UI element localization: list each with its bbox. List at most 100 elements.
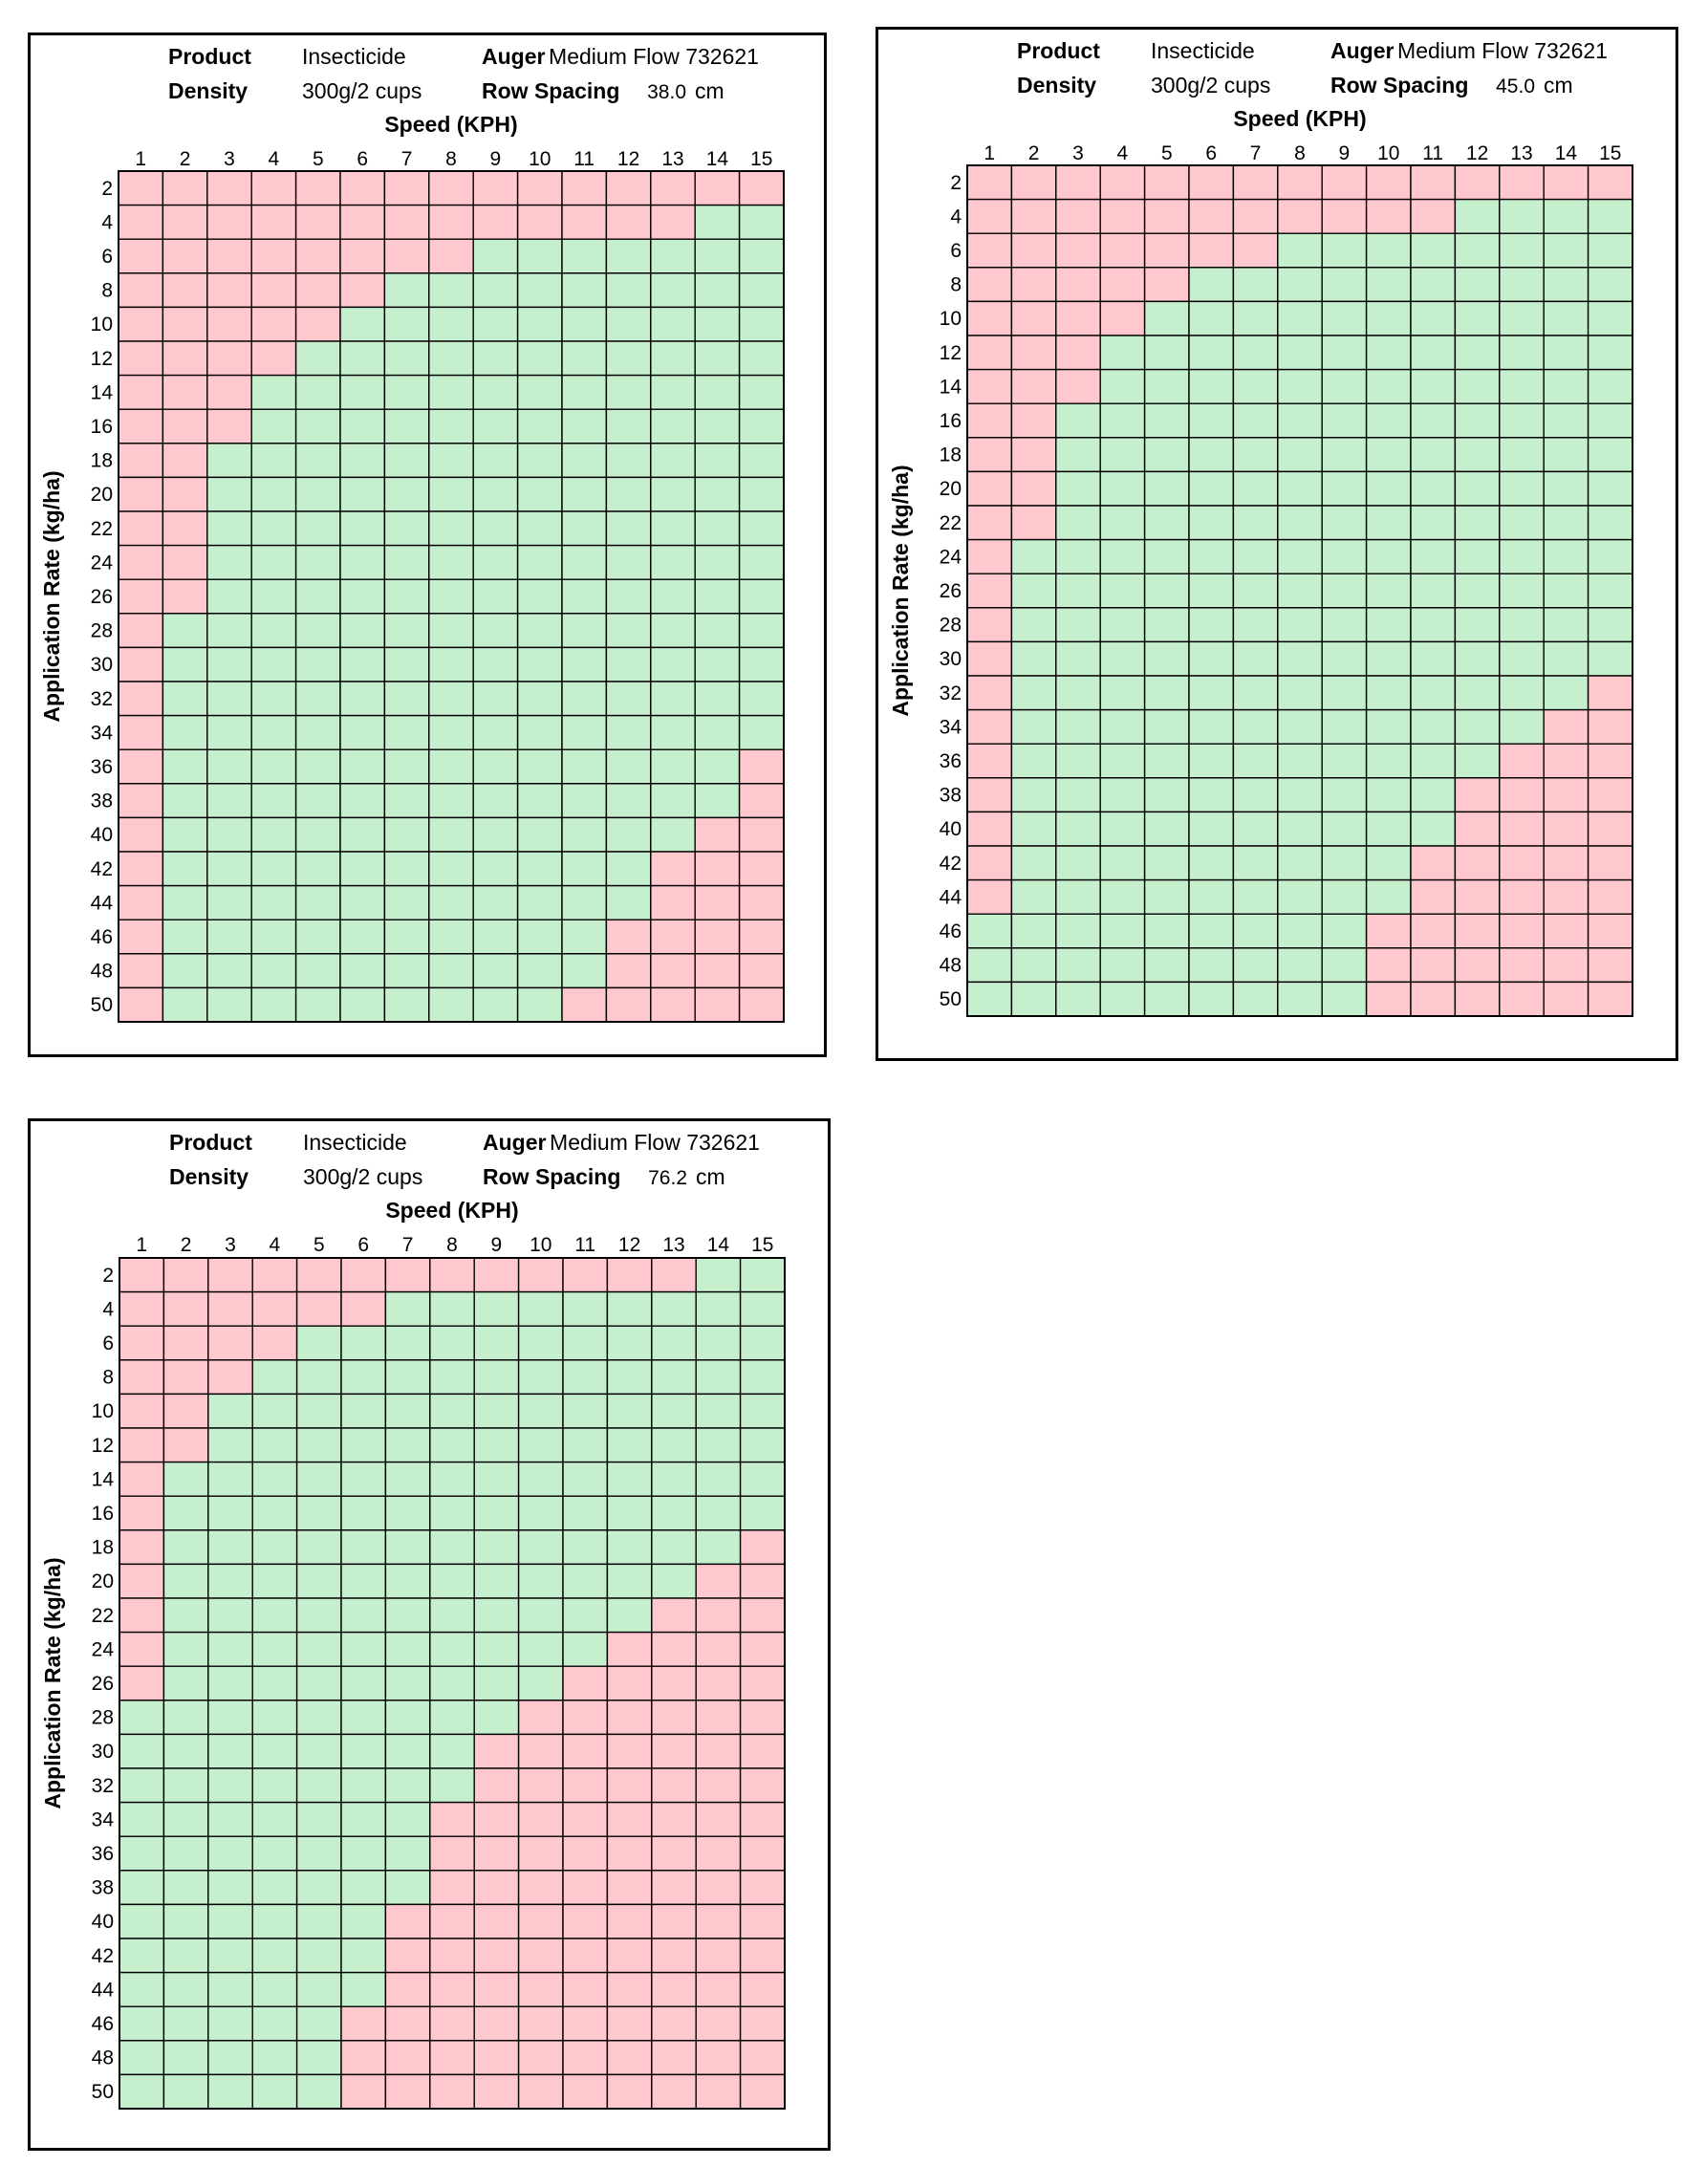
heatmap-cell-in-range — [517, 1563, 564, 1599]
heatmap-cell-in-range — [339, 919, 386, 955]
heatmap-cell-in-range — [561, 476, 608, 512]
y-tick-label: 16 — [91, 416, 113, 438]
heatmap-cell-out-of-range — [162, 306, 208, 342]
heatmap-cell-out-of-range — [1232, 198, 1279, 234]
heatmap-cell-out-of-range — [966, 232, 1013, 269]
heatmap-cell-out-of-range — [1454, 164, 1501, 201]
heatmap-cell-out-of-range — [119, 1393, 165, 1429]
heatmap-cell-out-of-range — [517, 1870, 564, 1906]
x-tick-label: 7 — [401, 148, 413, 170]
heatmap-cell-out-of-range — [384, 1903, 431, 1939]
heatmap-cell-in-range — [294, 408, 341, 444]
heatmap-cell-out-of-range — [162, 374, 208, 410]
heatmap-cell-out-of-range — [206, 306, 252, 342]
heatmap-cell-in-range — [250, 884, 297, 921]
heatmap-cell-out-of-range — [206, 340, 252, 377]
x-tick-label: 4 — [1117, 142, 1129, 164]
heatmap-cell-in-range — [251, 1563, 298, 1599]
heatmap-cell-in-range — [694, 408, 741, 444]
heatmap-cell-in-range — [1099, 640, 1146, 677]
heatmap-cell-in-range — [1543, 470, 1589, 507]
heatmap-cell-out-of-range — [517, 1257, 564, 1293]
heatmap-cell-out-of-range — [294, 170, 341, 206]
heatmap-cell-in-range — [605, 714, 652, 750]
heatmap-cell-out-of-range — [695, 1870, 742, 1906]
heatmap-cell-in-range — [1143, 470, 1190, 507]
heatmap-cell-out-of-range — [739, 1597, 786, 1634]
heatmap-cell-out-of-range — [119, 1359, 165, 1396]
heatmap-cell-out-of-range — [206, 272, 252, 309]
heatmap-cell-out-of-range — [118, 544, 164, 580]
heatmap-cell-in-range — [383, 816, 430, 853]
heatmap-cell-out-of-range — [118, 306, 164, 342]
heatmap-cell-out-of-range — [738, 170, 785, 206]
heatmap-cell-in-range — [1188, 300, 1235, 336]
heatmap-cell-in-range — [1143, 878, 1190, 915]
heatmap-cell-in-range — [250, 714, 297, 750]
chart-svg: Product Insecticide Auger Medium Flow 73262… — [888, 38, 1633, 1017]
heatmap-cell-in-range — [1410, 743, 1457, 779]
heatmap-cell-in-range — [206, 578, 252, 615]
heatmap-cell-out-of-range — [162, 1257, 209, 1293]
heatmap-cell-in-range — [650, 613, 696, 649]
heatmap-cell-out-of-range — [1543, 777, 1589, 813]
heatmap-cell-in-range — [162, 816, 208, 853]
heatmap-cell-out-of-range — [966, 607, 1013, 643]
heatmap-cell-in-range — [694, 340, 741, 377]
y-axis-label: Application Rate (kg/ha) — [39, 470, 64, 722]
heatmap-cell-in-range — [472, 986, 519, 1023]
heatmap-cell-in-range — [1410, 538, 1457, 574]
heatmap-cell-out-of-range — [1410, 947, 1457, 984]
heatmap-cell-in-range — [295, 1903, 342, 1939]
heatmap-cell-in-range — [650, 544, 696, 580]
y-tick-label: 12 — [91, 348, 113, 370]
heatmap-cell-in-range — [1454, 607, 1501, 643]
heatmap-cell-in-range — [250, 646, 297, 682]
heatmap-cell-in-range — [429, 1665, 475, 1701]
heatmap-cell-in-range — [428, 476, 474, 512]
y-tick-label: 50 — [92, 2081, 114, 2103]
heatmap-cell-out-of-range — [562, 2005, 609, 2042]
heatmap-cell-out-of-range — [562, 2073, 609, 2110]
heatmap-cell-in-range — [295, 1427, 342, 1463]
x-tick-label: 15 — [1599, 142, 1621, 164]
heatmap-cell-in-range — [650, 646, 696, 682]
heatmap-cell-in-range — [384, 1597, 431, 1634]
heatmap-cell-in-range — [383, 272, 430, 309]
heatmap-cell-in-range — [1499, 607, 1545, 643]
heatmap-cell-out-of-range — [1587, 913, 1633, 949]
heatmap-cell-in-range — [1321, 232, 1368, 269]
heatmap-cell-in-range — [1010, 913, 1057, 949]
row-spacing-value: 38.0 — [647, 81, 686, 103]
heatmap-cell-in-range — [739, 1257, 786, 1293]
heatmap-cell-in-range — [429, 1359, 475, 1396]
heatmap-cell-in-range — [340, 1325, 387, 1361]
heatmap-cell-in-range — [251, 1393, 298, 1429]
heatmap-cell-in-range — [119, 1938, 165, 1974]
heatmap-cell-in-range — [251, 1631, 298, 1667]
heatmap-cell-out-of-range — [1055, 198, 1101, 234]
y-tick-label: 8 — [950, 274, 962, 296]
heatmap-cell-in-range — [383, 986, 430, 1023]
heatmap-cell-out-of-range — [1587, 675, 1633, 711]
heatmap-cell-in-range — [1188, 878, 1235, 915]
heatmap-cell-in-range — [605, 783, 652, 819]
heatmap-cell-in-range — [1099, 402, 1146, 439]
heatmap-cell-out-of-range — [1587, 878, 1633, 915]
heatmap-cell-in-range — [1321, 845, 1368, 881]
heatmap-cell-in-range — [384, 1461, 431, 1497]
heatmap-cell-in-range — [472, 306, 519, 342]
heatmap-cell-in-range — [428, 748, 474, 785]
product-label: Product — [168, 44, 251, 69]
heatmap-cell-in-range — [294, 783, 341, 819]
heatmap-cell-out-of-range — [162, 1359, 209, 1396]
heatmap-cell-out-of-range — [429, 1801, 475, 1837]
density-label: Density — [168, 78, 248, 103]
heatmap-cell-in-range — [162, 783, 208, 819]
heatmap-cell-in-range — [119, 1700, 165, 1736]
heatmap-cell-out-of-range — [250, 204, 297, 240]
heatmap-cell-out-of-range — [118, 340, 164, 377]
heatmap-cell-in-range — [1232, 981, 1279, 1017]
heatmap-cell-out-of-range — [473, 1733, 520, 1769]
chart-panel-38cm: Product Insecticide Auger Medium Flow 73262… — [28, 32, 827, 1057]
